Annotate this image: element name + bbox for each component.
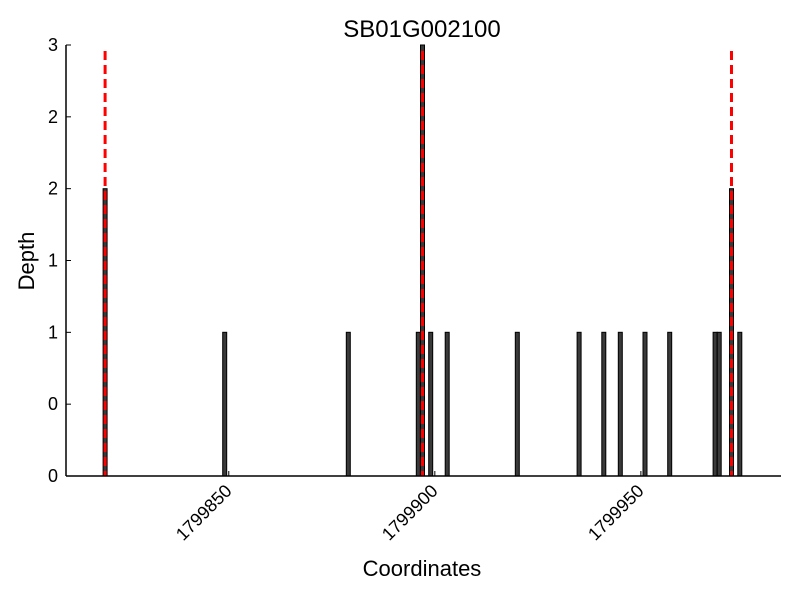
- bar-8: [576, 331, 582, 477]
- x-tick-label-0: 1799850: [172, 481, 236, 545]
- reference-lines: [103, 51, 733, 476]
- bar-13: [712, 331, 718, 477]
- bar-9: [601, 331, 607, 477]
- bar-16: [737, 331, 743, 477]
- bar-2: [345, 331, 351, 477]
- y-tick-label-4: 2: [48, 179, 58, 199]
- x-tick-label-2: 1799950: [584, 481, 648, 545]
- y-ticks: 0 0 1 1 2 2 3: [48, 35, 71, 486]
- x-tick-label-1: 1799900: [378, 481, 442, 545]
- bar-14: [716, 331, 722, 477]
- chart-title: SB01G002100: [343, 16, 500, 43]
- bar-7: [514, 331, 520, 477]
- bar-10: [617, 331, 623, 477]
- bars-layer: [102, 44, 743, 477]
- y-axis-label: Depth: [14, 232, 39, 291]
- y-tick-label-6: 3: [48, 35, 58, 55]
- y-tick-label-1: 0: [48, 394, 58, 414]
- y-tick-label-2: 1: [48, 322, 58, 342]
- x-ticks: 1799850 1799900 1799950: [172, 471, 648, 544]
- bar-3: [415, 331, 421, 477]
- bar-12: [667, 331, 673, 477]
- bar-1: [222, 331, 228, 477]
- y-tick-label-0: 0: [48, 466, 58, 486]
- bar-11: [642, 331, 648, 477]
- y-tick-label-5: 2: [48, 107, 58, 127]
- bar-6: [444, 331, 450, 477]
- y-tick-label-3: 1: [48, 251, 58, 271]
- x-axis-label: Coordinates: [363, 556, 482, 581]
- bar-5: [428, 331, 434, 477]
